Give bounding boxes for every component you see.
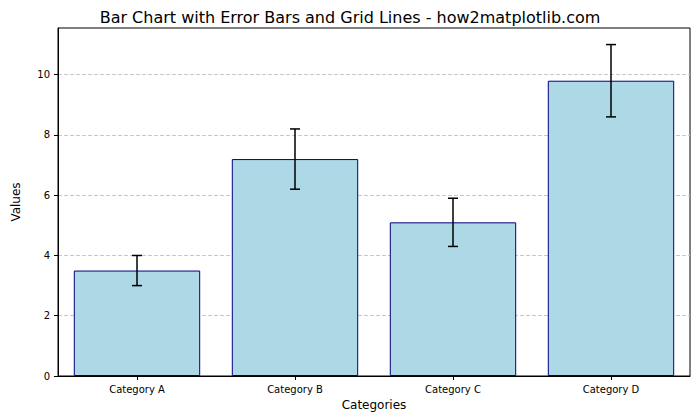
- svg-text:Category A: Category A: [109, 384, 165, 395]
- svg-text:8: 8: [44, 129, 50, 140]
- svg-text:Category C: Category C: [425, 384, 481, 395]
- svg-text:Bar Chart with Error Bars and: Bar Chart with Error Bars and Grid Lines…: [100, 8, 601, 27]
- svg-text:10: 10: [37, 69, 50, 80]
- svg-text:4: 4: [44, 250, 50, 261]
- svg-text:Values: Values: [9, 182, 23, 221]
- svg-text:2: 2: [44, 310, 50, 321]
- svg-text:6: 6: [44, 190, 50, 201]
- svg-text:Categories: Categories: [342, 398, 407, 412]
- svg-text:Category B: Category B: [267, 384, 323, 395]
- svg-text:Category D: Category D: [583, 384, 640, 395]
- svg-text:0: 0: [44, 371, 50, 382]
